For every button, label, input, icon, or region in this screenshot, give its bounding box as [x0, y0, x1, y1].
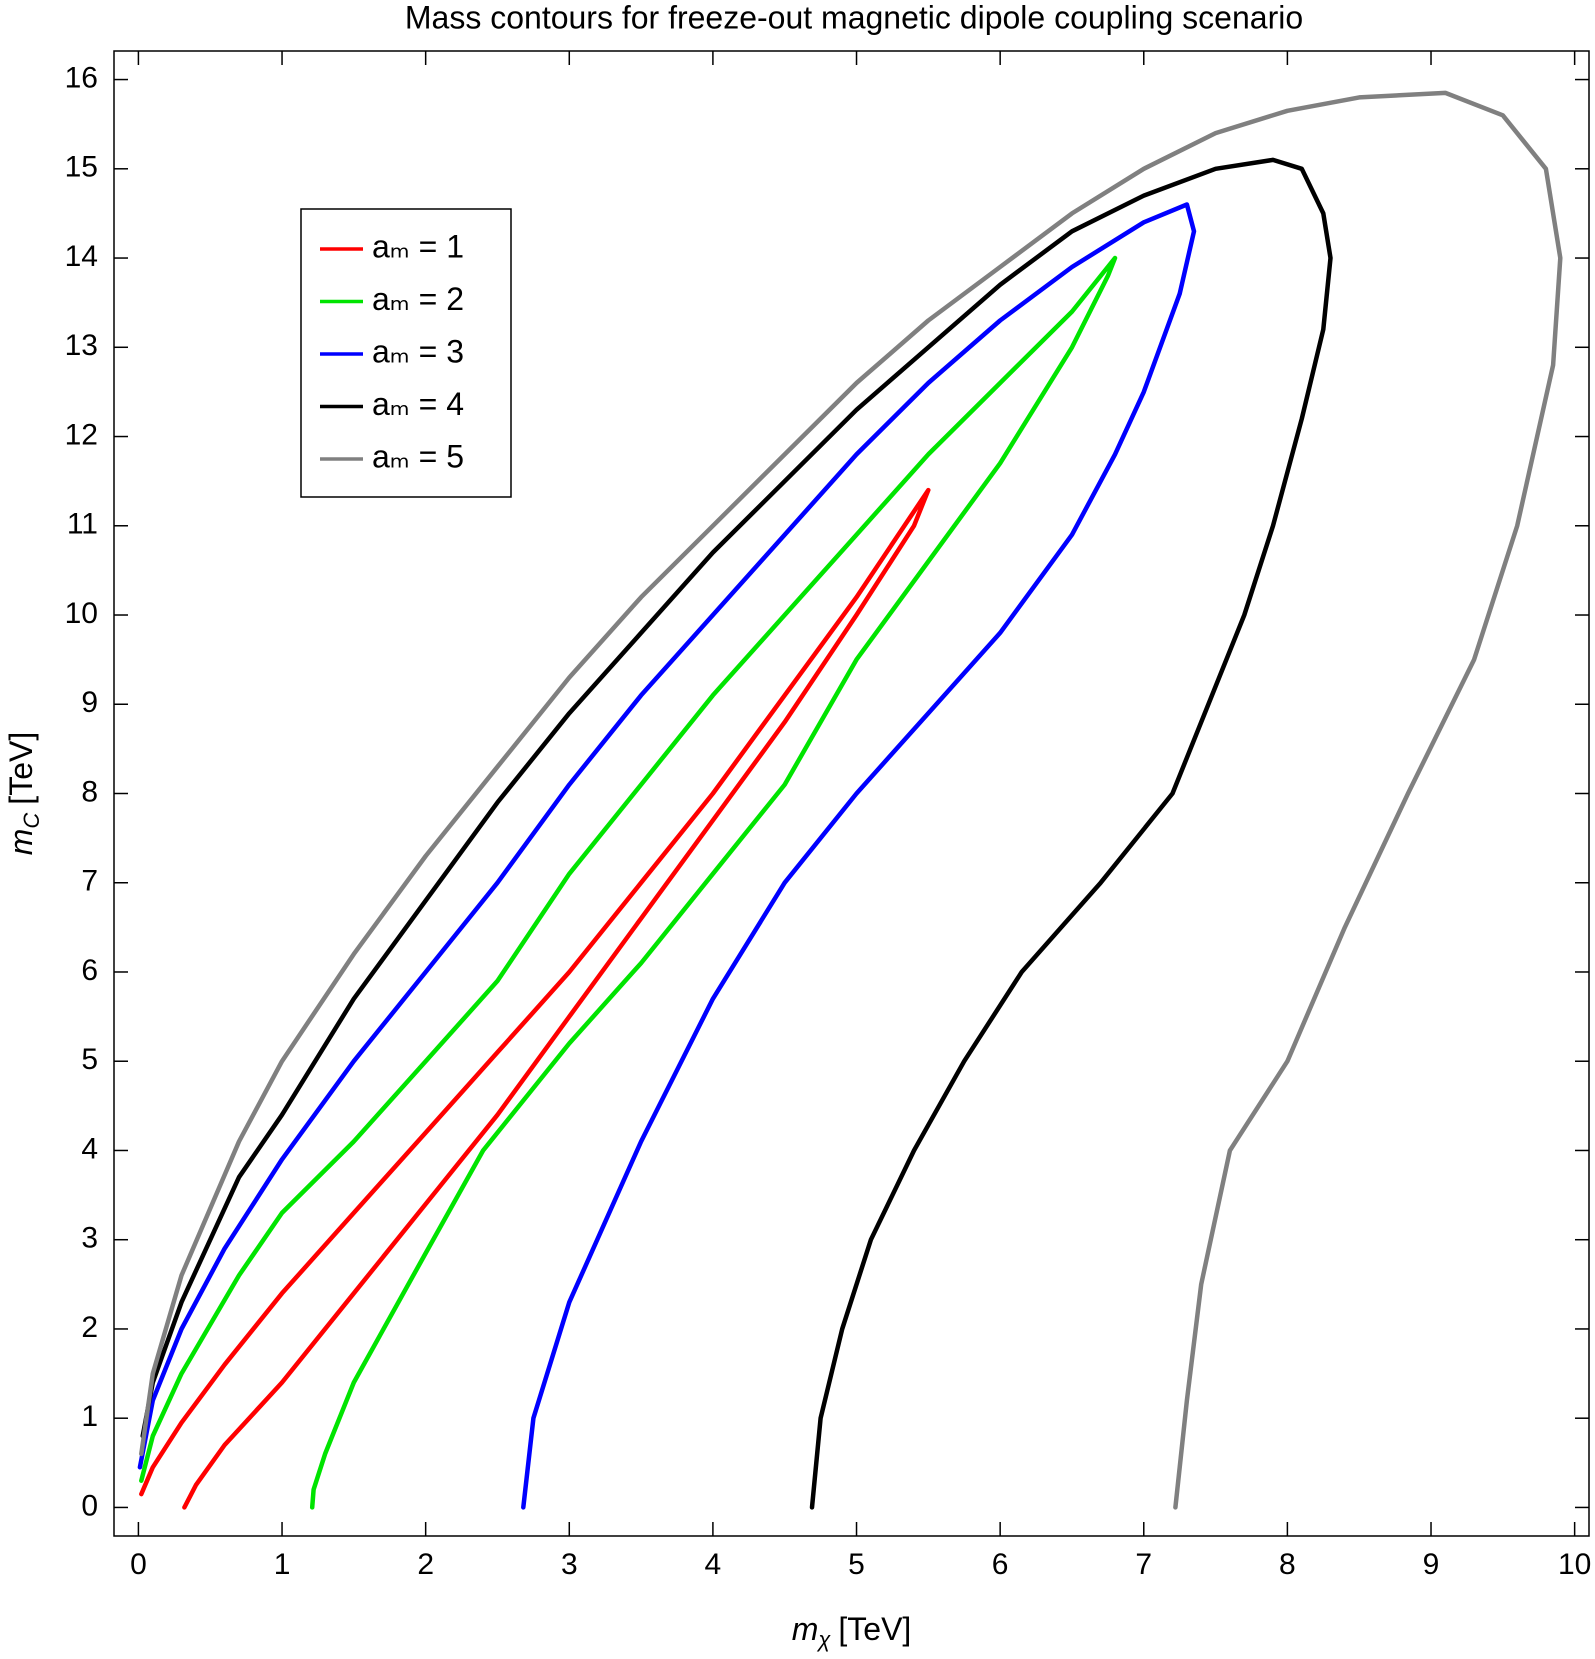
y-tick-label: 12 [65, 418, 98, 451]
y-axis-label-unit: [TeV] [3, 732, 39, 805]
y-axis-label-main: m [3, 829, 39, 856]
y-tick-label: 9 [81, 686, 98, 719]
x-tick-label: 0 [130, 1548, 147, 1581]
x-tick-label: 8 [1279, 1548, 1296, 1581]
y-tick-label: 6 [81, 954, 98, 987]
contour-line [139, 90, 1563, 1510]
x-tick-label: 2 [417, 1548, 434, 1581]
x-axis-label: mχ [TeV] [792, 1611, 912, 1651]
contour-line [140, 157, 1333, 1510]
y-axis-label-sub: C [19, 813, 44, 829]
chart-title: Mass contours for freeze-out magnetic di… [405, 0, 1303, 35]
y-tick-label: 14 [65, 240, 98, 273]
x-axis-label-main: m [792, 1611, 819, 1647]
x-tick-label: 10 [1558, 1548, 1591, 1581]
y-tick-label: 13 [65, 329, 98, 362]
y-tick-label: 0 [81, 1489, 98, 1522]
legend-label: aₘ = 1 [372, 228, 464, 264]
y-tick-label: 3 [81, 1222, 98, 1255]
contour-line [139, 487, 931, 1510]
legend-label: aₘ = 3 [372, 333, 464, 369]
y-tick-label: 8 [81, 775, 98, 808]
y-tick-label: 5 [81, 1043, 98, 1076]
plot-frame [113, 50, 1590, 1537]
legend-label: aₘ = 4 [372, 386, 464, 422]
contour-line [139, 255, 1118, 1510]
legend-label: aₘ = 2 [372, 281, 464, 317]
legend-label: aₘ = 5 [372, 438, 464, 474]
contour-line [137, 202, 1197, 1510]
x-tick-label: 4 [705, 1548, 722, 1581]
y-tick-label: 7 [81, 865, 98, 898]
x-tick-label: 1 [274, 1548, 291, 1581]
y-tick-label: 16 [65, 61, 98, 94]
x-tick-label: 5 [848, 1548, 865, 1581]
x-tick-label: 6 [992, 1548, 1009, 1581]
y-tick-label: 15 [65, 151, 98, 184]
y-tick-label: 1 [81, 1400, 98, 1433]
y-axis-label: mC [TeV] [3, 732, 43, 855]
x-axis-label-sub: χ [816, 1627, 831, 1652]
y-tick-label: 11 [67, 508, 98, 541]
x-axis-label-unit: [TeV] [838, 1611, 911, 1647]
x-tick-label: 3 [561, 1548, 578, 1581]
x-tick-label: 7 [1135, 1548, 1152, 1581]
y-tick-label: 4 [81, 1132, 98, 1165]
x-tick-label: 9 [1423, 1548, 1440, 1581]
y-tick-label: 2 [81, 1311, 98, 1344]
y-tick-label: 10 [65, 597, 98, 630]
